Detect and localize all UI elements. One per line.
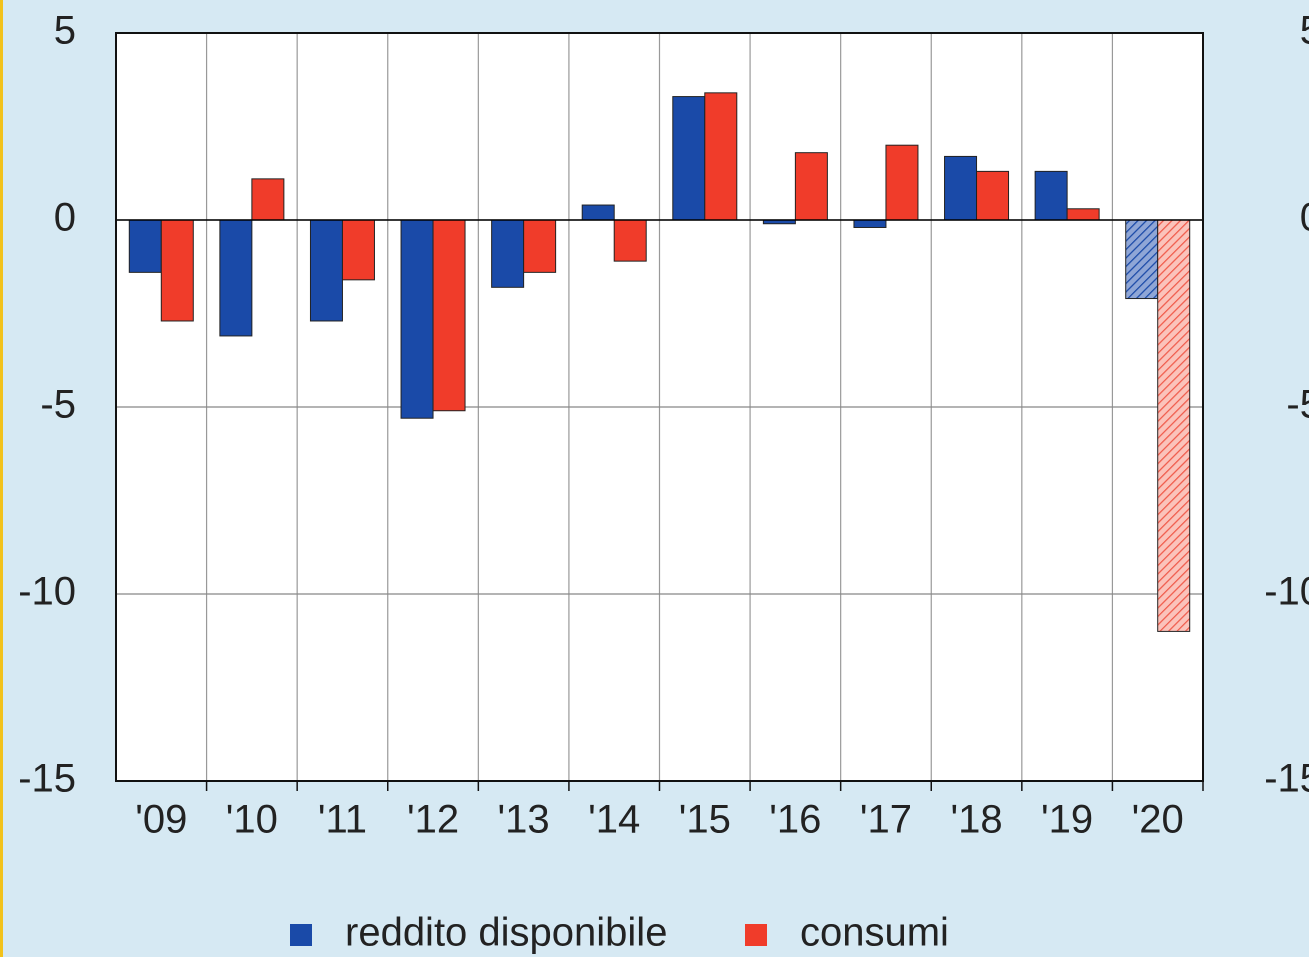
y-tick-label: 5 (54, 9, 76, 53)
legend-swatch (745, 924, 767, 946)
bar (432, 219, 466, 412)
x-tick-label: '15 (679, 798, 731, 842)
bar (976, 170, 1010, 221)
y2-tick-label: -15 (1264, 757, 1309, 801)
legend-label: reddito disponibile (345, 911, 667, 955)
bar (885, 144, 919, 221)
x-tick-label: '16 (769, 798, 821, 842)
bar (672, 96, 706, 221)
bar (160, 219, 194, 322)
bar (523, 219, 557, 273)
edge-strip (0, 0, 3, 957)
bar (309, 219, 343, 322)
bar (794, 152, 828, 221)
x-tick-label: '20 (1132, 798, 1184, 842)
bar (400, 219, 434, 419)
y2-tick-label: -10 (1264, 570, 1309, 614)
bar (251, 178, 285, 221)
bar (581, 204, 615, 221)
x-tick-label: '18 (950, 798, 1002, 842)
bar (1066, 208, 1100, 221)
x-tick-label: '17 (860, 798, 912, 842)
x-tick-label: '14 (588, 798, 640, 842)
y2-tick-label: 0 (1300, 196, 1309, 240)
bar (853, 219, 887, 228)
bar (704, 92, 738, 221)
bar (1034, 170, 1068, 221)
y-tick-label: -10 (18, 570, 76, 614)
x-tick-label: '12 (407, 798, 459, 842)
y2-tick-label: -5 (1286, 383, 1309, 427)
bar (128, 219, 162, 273)
x-tick-label: '10 (226, 798, 278, 842)
bar (1125, 219, 1159, 300)
bar (613, 219, 647, 262)
x-tick-label: '13 (498, 798, 550, 842)
x-tick-label: '09 (135, 798, 187, 842)
y-tick-label: -15 (18, 757, 76, 801)
x-tick-label: '11 (318, 798, 367, 842)
y2-tick-label: 5 (1300, 9, 1309, 53)
legend-label: consumi (800, 911, 949, 955)
legend-swatch (290, 924, 312, 946)
bar (219, 219, 253, 337)
bar (491, 219, 525, 288)
y-tick-label: 0 (54, 196, 76, 240)
bar (1157, 219, 1191, 632)
bar (944, 155, 978, 221)
bar (341, 219, 375, 281)
x-tick-label: '19 (1041, 798, 1093, 842)
y-tick-label: -5 (40, 383, 76, 427)
